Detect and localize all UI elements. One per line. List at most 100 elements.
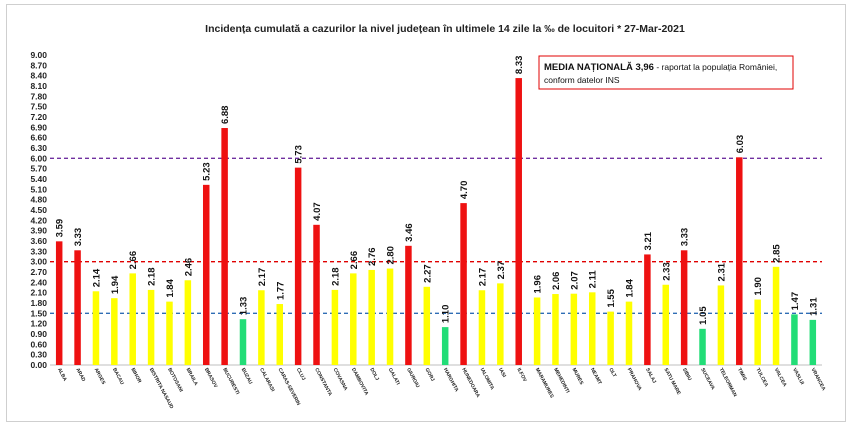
value-label: 2.85 [772,244,783,263]
x-tick-label: TULCEA [754,367,769,388]
x-tick-label: TELEORMAN [718,367,738,398]
x-tick-label: TIMIS [736,367,748,382]
y-tick-label: 0.90 [30,329,47,339]
annotation-box: MEDIA NAȚIONALĂ 3,96 - raportat la popul… [538,55,794,90]
x-tick-label: BACAU [111,367,125,386]
x-tick-label: DAMBOVITA [350,367,370,397]
value-label: 1.33 [239,297,250,316]
y-tick-label: 4.50 [30,205,47,215]
y-tick-label: 3.30 [30,246,47,256]
x-tick-label: GORJ [424,367,436,383]
value-label: 2.17 [477,268,488,287]
bar [111,298,118,365]
x-tick-label: VASLUI [791,367,805,386]
bar [166,301,173,365]
y-tick-label: 1.50 [30,308,47,318]
value-label: 2.33 [661,262,672,281]
bar [717,285,725,365]
bar [386,268,394,365]
y-tick-label: 2.10 [30,288,47,298]
x-tick-label: SUCEAVA [699,367,716,391]
bar [460,203,467,365]
bar [405,245,412,365]
y-tick-label: 3.00 [30,257,47,267]
value-label: 1.31 [808,297,819,316]
value-label: 1.47 [790,292,801,311]
y-tick-label: 7.80 [30,91,47,101]
value-label: 4.07 [312,202,323,221]
annotation-text: MEDIA NAȚIONALĂ 3,96 - raportat la popul… [544,62,777,73]
bar [147,289,155,365]
value-label: 3.33 [680,228,691,247]
y-tick-label: 0.60 [30,339,47,349]
y-tick-label: 7.20 [30,112,47,122]
value-label: 1.94 [110,275,121,294]
x-tick-label: MURES [571,367,585,386]
bar [331,289,339,365]
y-tick-label: 5.10 [30,184,47,194]
bar [607,311,614,365]
x-tick-label: GIURGIU [405,367,421,389]
x-tick-label: CONSTANTA [313,367,333,397]
y-tick-label: 0.00 [30,360,47,370]
x-tick-label: VRANCEA [810,367,827,392]
value-label: 6.88 [220,106,231,125]
bar [625,301,633,365]
axes: 0.000.300.600.901.201.501.802.102.402.70… [30,50,822,370]
value-label: 2.31 [716,262,727,281]
y-tick-label: 2.70 [30,267,47,277]
bars: 3.59 ALBA 3.33 ARAD 2.14 ARGES 1.94 BACAU 2.66 BI… [55,56,827,411]
bar [441,327,449,365]
value-label: 1.10 [441,305,452,324]
x-tick-label: NEAMT [589,367,603,386]
y-tick-label: 4.80 [30,195,47,205]
x-tick-label: SIBIU [681,367,693,382]
value-label: 2.11 [588,270,599,289]
bar [680,250,688,365]
bar [662,284,670,365]
value-label: 2.07 [569,271,580,290]
value-label: 3.21 [643,231,654,250]
x-tick-label: IALOMITA [479,367,496,391]
bar [423,286,431,365]
x-tick-label: COVASNA [332,367,349,392]
value-label: 1.96 [533,275,544,294]
y-tick-label: 5.70 [30,164,47,174]
x-tick-label: DOLJ [368,367,380,382]
bar [92,291,100,365]
bar [772,266,780,365]
y-tick-label: 7.50 [30,102,47,112]
value-label: 2.80 [386,246,397,265]
y-tick-label: 1.20 [30,319,47,329]
bar [129,273,136,365]
value-label: 2.66 [349,251,360,270]
y-tick-label: 6.30 [30,143,47,153]
value-label: 2.37 [496,261,507,280]
x-tick-label: HUNEDOARA [460,367,481,399]
value-label: 2.14 [91,268,102,287]
y-tick-label: 3.90 [30,226,47,236]
bar [754,299,761,365]
bar [552,294,559,365]
y-tick-label: 6.60 [30,133,47,143]
bar [202,184,210,365]
y-tick-label: 2.40 [30,277,47,287]
y-tick-label: 1.80 [30,298,47,308]
x-tick-label: BIHOR [129,367,142,384]
value-label: 2.66 [128,251,139,270]
bar [736,157,743,365]
bar [276,304,284,365]
x-tick-label: BRASOV [203,367,219,389]
value-label: 5.73 [294,145,305,164]
bar [533,297,541,365]
chart-title: Incidența cumulată a cazurilor la nivel … [205,23,685,35]
x-tick-label: ALBA [56,367,68,382]
y-tick-label: 6.00 [30,153,47,163]
value-label: 5.23 [202,162,213,181]
bar [74,250,81,365]
bar [644,254,651,365]
bar [809,319,817,365]
reference-lines [50,157,822,314]
value-label: 3.33 [73,228,84,247]
